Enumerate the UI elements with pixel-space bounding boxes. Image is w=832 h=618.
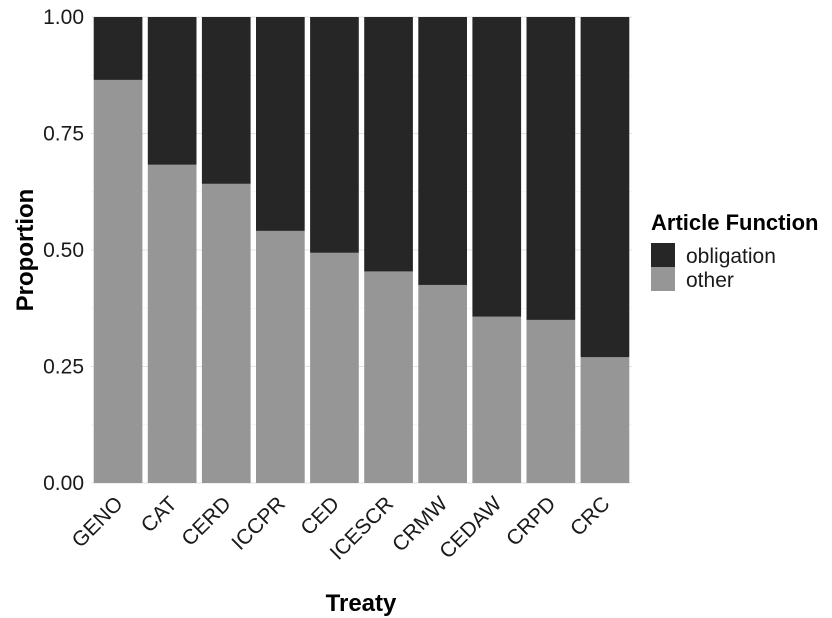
legend: Article Function obligation other (651, 210, 818, 292)
y-tick-label: 0.50 (43, 239, 84, 262)
bar-obligation-crc (580, 17, 630, 358)
bar-other-geno (93, 79, 143, 483)
y-tick-label: 1.00 (43, 6, 84, 29)
x-tick-label-iccpr: ICCPR (227, 492, 289, 554)
legend-title: Article Function (651, 210, 818, 235)
bar-obligation-crmw (418, 17, 467, 285)
y-axis-title: Proportion (12, 189, 39, 312)
x-tick-label-crc: CRC (566, 492, 614, 540)
x-tick-label-crpd: CRPD (502, 492, 560, 550)
y-tick-label: 0.00 (43, 472, 84, 495)
bar-other-iccpr (256, 230, 305, 483)
bar-other-ced (310, 252, 359, 483)
bar-other-crmw (418, 284, 467, 483)
bar-obligation-cat (147, 17, 197, 165)
bar-obligation-cedaw (472, 17, 522, 317)
bar-other-cerd (201, 183, 251, 483)
y-tick-label: 0.25 (43, 356, 84, 379)
x-tick-label-cat: CAT (137, 492, 182, 537)
bar-other-crpd (526, 319, 576, 483)
bars (93, 17, 630, 484)
legend-swatch-other (651, 267, 675, 291)
bar-other-cat (147, 164, 197, 484)
legend-label-other: other (686, 269, 734, 292)
bar-other-crc (580, 357, 630, 483)
x-tick-label-ced: CED (296, 492, 344, 540)
bar-other-cedaw (472, 316, 522, 483)
bar-obligation-ced (310, 17, 359, 253)
x-tick-label-cerd: CERD (177, 492, 235, 550)
bar-obligation-geno (93, 17, 143, 80)
bar-obligation-iccpr (256, 17, 305, 231)
bar-obligation-icescr (364, 17, 413, 272)
legend-label-obligation: obligation (686, 245, 776, 268)
x-tick-label-geno: GENO (68, 492, 128, 552)
x-axis-title: Treaty (326, 590, 397, 617)
bar-other-icescr (364, 271, 413, 483)
bar-obligation-crpd (526, 17, 576, 320)
bar-obligation-cerd (201, 17, 251, 184)
y-tick-label: 0.75 (43, 123, 84, 146)
legend-swatch-obligation (651, 243, 675, 267)
y-axis-ticks: 0.00 0.25 0.50 0.75 1.00 (43, 6, 84, 495)
